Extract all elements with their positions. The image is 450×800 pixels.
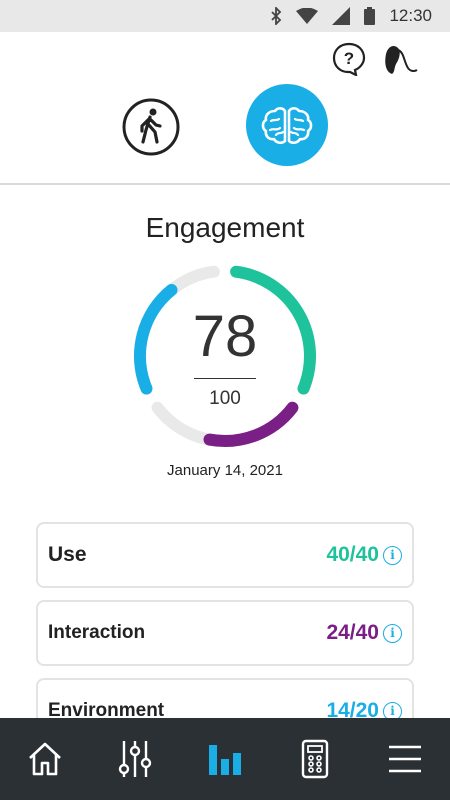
status-bar: 12:30 [0,0,450,32]
card-environment-label: Environment [48,700,165,721]
nav-statistics[interactable] [197,731,253,787]
walking-person-icon [122,98,180,156]
engagement-score: 78 [192,304,258,369]
menu-icon [389,745,421,773]
help-icon[interactable]: ? [332,42,366,81]
engagement-gauge [134,265,316,447]
nav-adjust[interactable] [107,731,163,787]
header-divider [0,183,450,185]
mode-selector [0,84,450,170]
gauge-arc-interaction [203,401,299,447]
svg-text:?: ? [344,49,354,68]
engagement-max: 100 [209,388,241,409]
status-time: 12:30 [389,6,432,25]
engagement-title: Engagement [145,212,305,243]
bar-chart-icon [209,745,241,775]
card-interaction[interactable]: Interaction 24/40 i [36,600,414,666]
battery-icon [364,7,376,25]
info-icon[interactable]: i [383,623,402,643]
card-use-score: 40/40 [326,543,379,566]
nav-home[interactable] [17,731,73,787]
card-use[interactable]: Use 40/40 i [36,522,414,588]
home-icon [29,742,61,776]
nav-menu[interactable] [377,731,433,787]
card-interaction-score: 24/40 [326,621,379,644]
card-use-label: Use [48,543,87,566]
engagement-date: January 14, 2021 [167,462,283,479]
signal-icon [332,7,351,25]
card-interaction-label: Interaction [48,622,146,643]
score-divider [194,378,256,379]
hearing-aid-icon[interactable] [382,42,418,81]
nav-remote[interactable] [287,731,343,787]
info-icon[interactable]: i [383,545,402,565]
brain-mode-button[interactable] [246,84,328,166]
bluetooth-icon [270,7,282,25]
brain-icon [261,107,313,145]
gauge-arc-use [230,265,316,395]
gauge-arc-environment [134,283,178,395]
walking-mode-button[interactable] [122,98,180,156]
remote-control-icon [301,739,329,779]
wifi-icon [296,8,319,24]
card-environment-score: 14/20 [326,699,379,722]
sliders-icon [118,741,152,777]
bottom-nav [0,718,450,800]
top-actions: ? [332,42,418,81]
